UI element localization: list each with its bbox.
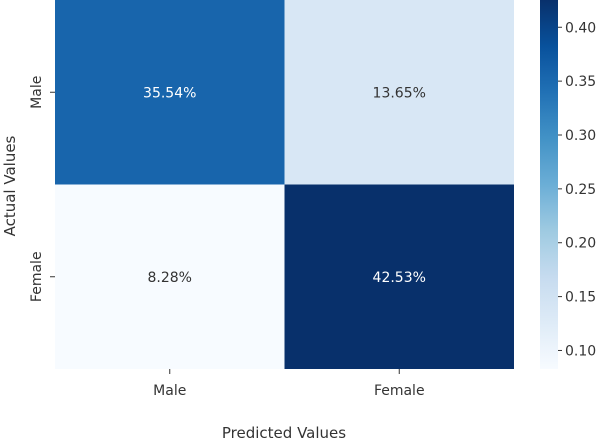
colorbar-tick-label: 0.25: [565, 182, 596, 198]
colorbar-tick-label: 0.35: [565, 74, 596, 90]
x-tick-label: Female: [374, 383, 425, 399]
y-tick-label: Female: [29, 251, 45, 302]
x-axis: Male Female: [153, 369, 425, 399]
cell-value-label: 42.53%: [373, 270, 426, 286]
heatmap-cell: [284, 184, 514, 369]
colorbar-tick-label: 0.40: [565, 20, 596, 36]
heatmap-cells: [55, 0, 514, 369]
y-axis: Male Female: [29, 76, 55, 302]
x-axis-label: Predicted Values: [222, 424, 346, 440]
y-tick-label: Male: [29, 76, 45, 109]
heatmap-cell: [55, 184, 285, 369]
heatmap-cell: [284, 0, 514, 185]
colorbar-tick-label: 0.20: [565, 236, 596, 252]
colorbar-tick-label: 0.15: [565, 290, 596, 306]
colorbar: 0.10 0.15 0.20 0.25 0.30 0.35 0.40: [540, 0, 596, 369]
y-axis-label: Actual Values: [1, 135, 19, 236]
colorbar-tick-label: 0.30: [565, 128, 596, 144]
x-tick-label: Male: [153, 383, 186, 399]
heatmap-cell: [55, 0, 285, 185]
cell-value-label: 35.54%: [143, 85, 196, 101]
cell-value-label: 13.65%: [373, 85, 426, 101]
colorbar-tick-label: 0.10: [565, 343, 596, 359]
cell-value-label: 8.28%: [148, 270, 192, 286]
colorbar-gradient: [540, 0, 558, 369]
heatmap-cell-labels: 35.54% 13.65% 8.28% 42.53%: [143, 85, 426, 286]
